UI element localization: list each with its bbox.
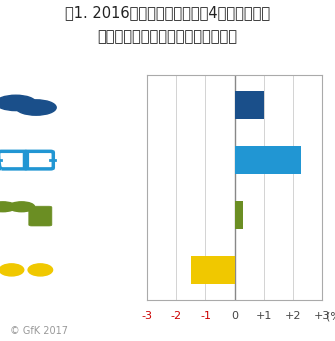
- Text: -1: -1: [200, 311, 211, 321]
- Text: +2: +2: [284, 311, 301, 321]
- Text: コンタクトレンズ
・ケア用品: コンタクトレンズ ・ケア用品: [88, 201, 144, 229]
- Text: +1: +1: [255, 311, 272, 321]
- Bar: [191, 256, 234, 284]
- Text: -2: -2: [171, 311, 182, 321]
- Bar: [234, 201, 243, 229]
- Bar: [234, 91, 264, 119]
- Text: オプティクス製品の販売金額前年比: オプティクス製品の販売金額前年比: [97, 29, 238, 44]
- Circle shape: [0, 95, 36, 110]
- Ellipse shape: [0, 264, 24, 276]
- Text: +3: +3: [314, 311, 330, 321]
- Text: メガネフレーム: メガネフレーム: [95, 153, 144, 167]
- Circle shape: [16, 100, 56, 115]
- Text: サングラス: サングラス: [109, 263, 144, 277]
- Text: © GfK 2017: © GfK 2017: [10, 326, 68, 336]
- Text: メガネレンズ: メガネレンズ: [102, 99, 144, 112]
- FancyBboxPatch shape: [29, 206, 52, 226]
- Ellipse shape: [28, 264, 53, 276]
- Circle shape: [9, 202, 35, 212]
- Text: 図1. 2016年のヨーロッパ主要4カ国における: 図1. 2016年のヨーロッパ主要4カ国における: [65, 5, 270, 20]
- Text: (%): (%): [326, 311, 335, 321]
- Text: -3: -3: [142, 311, 153, 321]
- Circle shape: [0, 202, 16, 212]
- Bar: [234, 146, 301, 174]
- Text: 0: 0: [231, 311, 238, 321]
